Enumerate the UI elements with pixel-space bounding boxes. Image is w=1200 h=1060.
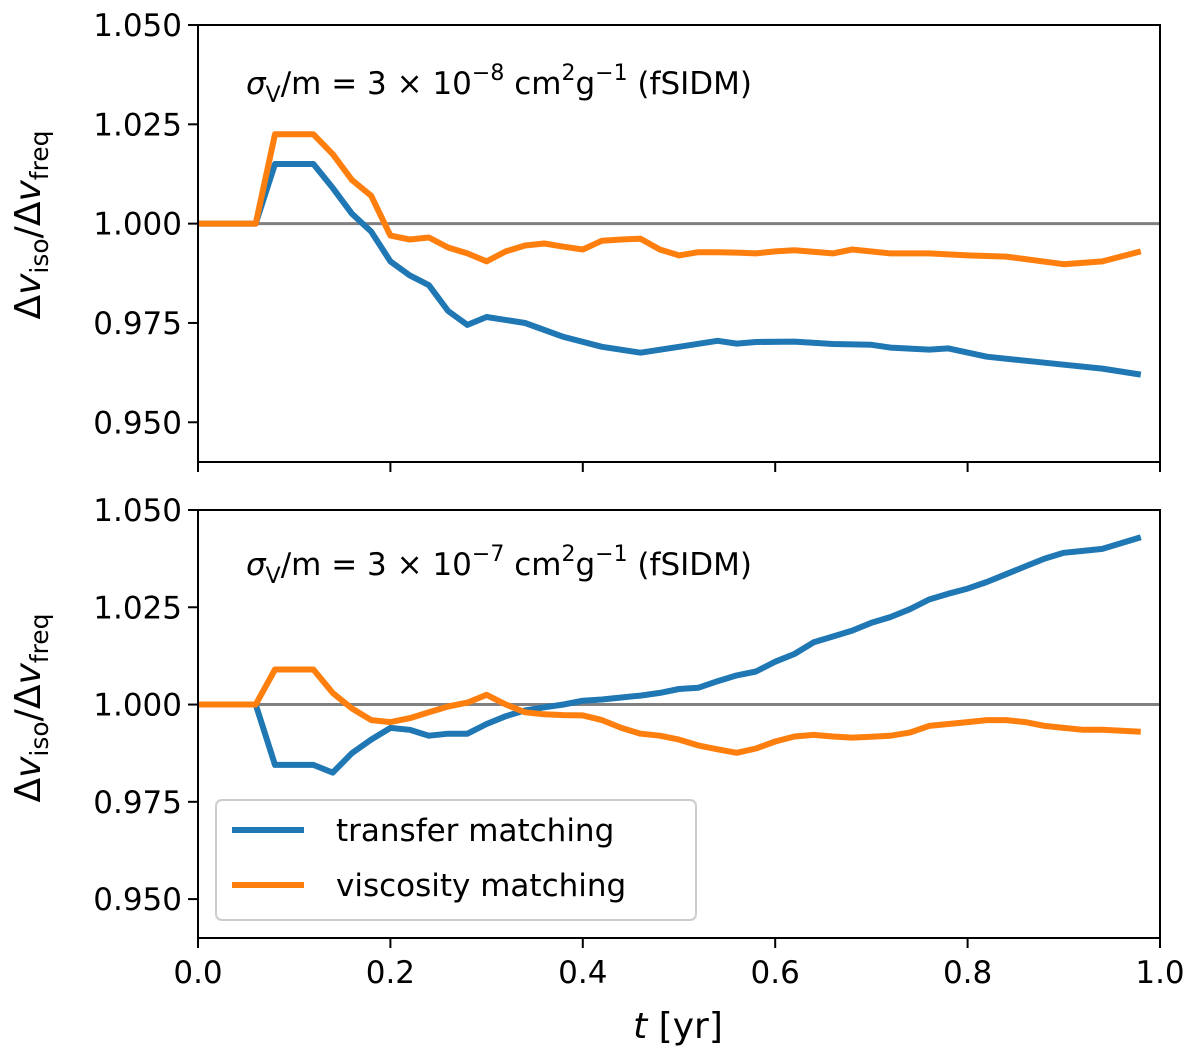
bottom-panel: 0.0 0.2 0.4 0.6 0.8 1.0 0.950 0.975 1.000 1.025 1…	[8, 493, 1185, 1047]
bottom-x-tick-label: 0.4	[558, 955, 607, 991]
legend-label-viscosity: viscosity matching	[336, 868, 626, 904]
bottom-x-ticks: 0.0 0.2 0.4 0.6 0.8 1.0	[173, 938, 1185, 991]
bottom-axes-frame	[197, 509, 1161, 939]
top-annotation: σV/m = 3 × 10−8 cm2g−1 (fSIDM)	[246, 61, 752, 108]
bottom-y-axis-label: Δviso/Δvfreq	[8, 613, 54, 802]
bottom-y-tick-label: 1.050	[93, 493, 182, 529]
top-y-tick-label: 0.975	[93, 306, 182, 342]
top-transfer-matching-line	[198, 161, 1142, 378]
bottom-y-tick-label: 1.000	[93, 688, 182, 724]
top-y-axis-label: Δviso/Δvfreq	[8, 130, 54, 319]
bottom-viscosity-matching-line	[198, 666, 1141, 756]
bottom-y-tick-label: 0.950	[93, 882, 182, 918]
top-x-ticks	[197, 462, 1161, 472]
top-y-tick-label: 1.000	[93, 207, 182, 243]
bottom-y-tick-label: 1.025	[93, 590, 182, 626]
top-y-tick-label: 0.950	[93, 405, 182, 441]
bottom-annotation: σV/m = 3 × 10−7 cm2g−1 (fSIDM)	[246, 542, 752, 589]
top-y-tick-label: 1.025	[93, 107, 182, 143]
bottom-x-tick-label: 0.0	[173, 955, 222, 991]
bottom-x-tick-label: 0.6	[751, 955, 800, 991]
bottom-y-ticks: 0.950 0.975 1.000 1.025 1.050	[93, 493, 198, 918]
legend-box	[215, 799, 697, 921]
bottom-x-tick-label: 0.8	[943, 955, 992, 991]
top-y-tick-label: 1.050	[93, 8, 182, 44]
top-panel: 0.950 0.975 1.000 1.025 1.050 σV/m = 3 × 10−…	[8, 8, 1161, 472]
legend: transfer matching viscosity matching	[215, 799, 697, 921]
top-axes-frame	[197, 24, 1161, 463]
top-y-ticks: 0.950 0.975 1.000 1.025 1.050	[93, 8, 198, 441]
top-viscosity-matching-line	[198, 131, 1142, 268]
x-axis-label: t [yr]	[633, 1006, 723, 1047]
legend-label-transfer: transfer matching	[336, 813, 614, 849]
bottom-x-tick-label: 0.2	[366, 955, 415, 991]
bottom-x-tick-label: 1.0	[1135, 955, 1184, 991]
bottom-transfer-matching-line	[198, 534, 1142, 776]
bottom-y-tick-label: 0.975	[93, 785, 182, 821]
